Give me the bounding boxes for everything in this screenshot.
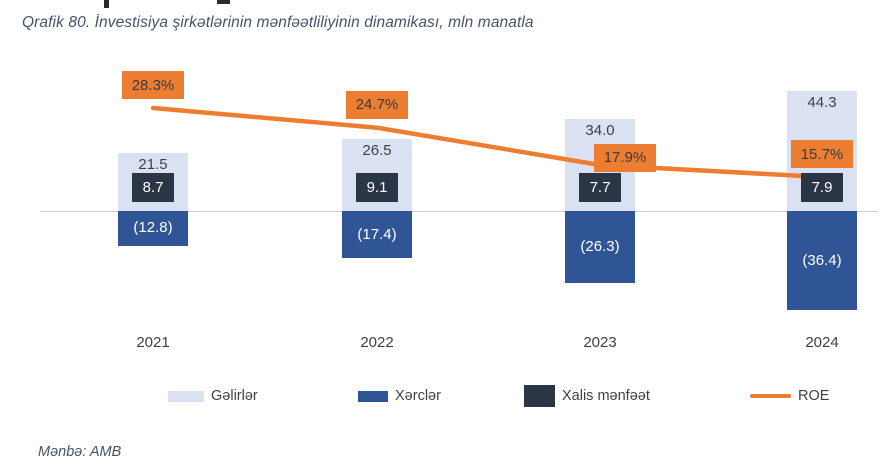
x-axis-label-2021: 2021: [136, 334, 170, 351]
xercler-swatch-icon: [358, 390, 388, 402]
legend-label-roe: ROE: [798, 388, 830, 404]
roe-label-2021: 28.3%: [122, 71, 184, 100]
roe-label-2022: 24.7%: [346, 90, 408, 119]
bar-xercler-2023: [565, 211, 635, 283]
legend-label-gelirler: Gəlirlər: [211, 388, 258, 404]
label-xercler-2024: (36.4): [802, 251, 842, 269]
label-gelirler-2021: 21.5: [138, 155, 168, 173]
legend-item-gelirler: Gəlirlər: [168, 383, 258, 409]
clipped-text-fragment: [104, 0, 109, 8]
label-gelirler-2022: 26.5: [362, 141, 392, 159]
roe-label-2024: 15.7%: [791, 140, 853, 169]
source-note: Mənbə: AMB: [38, 444, 122, 460]
legend-item-roe: ROE: [750, 383, 829, 409]
legend-label-xalis-menfeet: Xalis mənfəət: [562, 388, 650, 404]
bar-xercler-2024: [787, 211, 857, 310]
bar-xalis-menfeet-2021: 8.7: [132, 173, 174, 202]
label-gelirler-2024: 44.3: [807, 93, 837, 111]
label-gelirler-2023: 34.0: [585, 121, 615, 139]
gelirler-swatch-icon: [168, 390, 204, 402]
clipped-text-fragment: [217, 0, 230, 4]
bar-xalis-menfeet-2024: 7.9: [801, 173, 843, 202]
x-axis-label-2023: 2023: [583, 334, 617, 351]
bar-xercler-2022: [342, 211, 412, 259]
x-axis-label-2024: 2024: [805, 334, 839, 351]
roe-label-2023: 17.9%: [594, 143, 656, 172]
legend: Gəlirlər Xərclər Xalis mənfəət ROE: [0, 383, 890, 409]
bar-xalis-menfeet-2023: 7.7: [579, 173, 621, 202]
legend-item-xercler: Xərclər: [358, 383, 441, 409]
xalis-menfeet-swatch-icon: [524, 385, 555, 407]
label-xercler-2022: (17.4): [357, 225, 397, 243]
label-xercler-2023: (26.3): [580, 237, 620, 255]
label-xercler-2021: (12.8): [133, 219, 173, 237]
roe-line-swatch-icon: [750, 393, 791, 399]
legend-label-xercler: Xərclər: [395, 388, 441, 404]
x-axis-label-2022: 2022: [360, 334, 394, 351]
chart-title: Qrafik 80. İnvestisiya şirkətlərinin mən…: [22, 14, 534, 31]
bar-xercler-2021: [118, 211, 188, 246]
legend-item-xalis-menfeet: Xalis mənfəət: [524, 383, 650, 409]
bar-xalis-menfeet-2022: 9.1: [356, 173, 398, 202]
x-axis-line: [40, 211, 878, 212]
